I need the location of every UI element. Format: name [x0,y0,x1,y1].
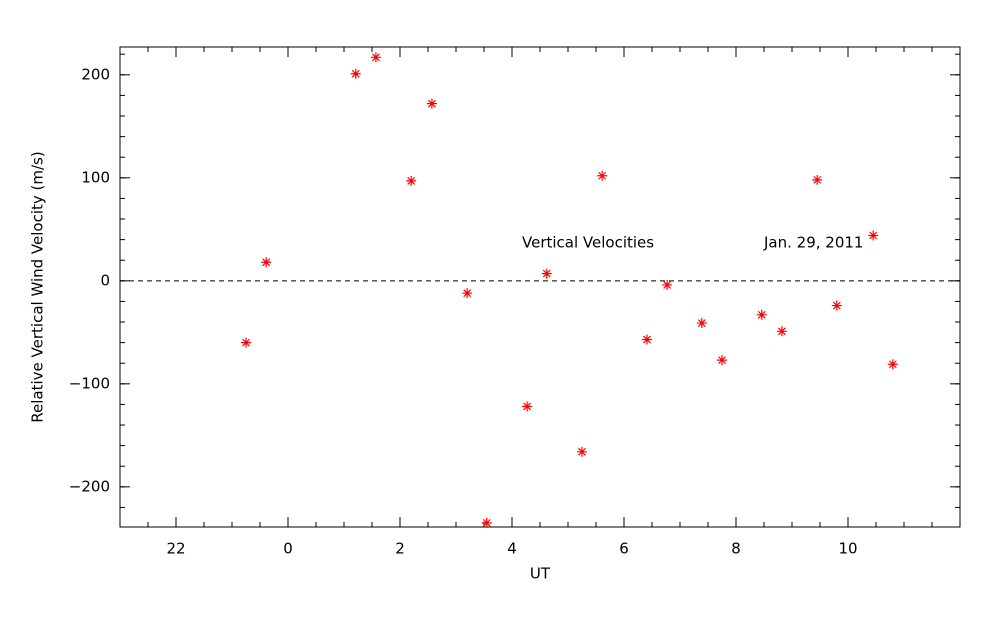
point [350,68,361,79]
y-tick-label: 0 [100,271,110,289]
annotation: Vertical Velocities [522,234,654,252]
y-tick-label: −100 [69,374,110,392]
point [577,446,587,457]
x-tick-label: 8 [731,540,741,558]
point [717,355,727,366]
point [831,300,842,311]
point [641,334,652,345]
x-tick-label: 10 [838,540,857,558]
point [370,52,381,63]
x-tick-label: 2 [395,540,405,558]
point [868,230,879,241]
annotation: Jan. 29, 2011 [763,234,863,252]
x-axis-label: UT [530,565,551,583]
point [662,279,673,290]
point [481,517,492,528]
point [541,268,552,279]
y-tick-label: −200 [69,477,110,495]
y-tick-label: 100 [81,168,110,186]
x-tick-label: 0 [283,540,293,558]
point [597,170,608,181]
point [241,337,251,348]
x-tick-label: 4 [507,540,517,558]
point [776,326,787,337]
x-tick-label: 6 [619,540,629,558]
point [462,288,473,299]
point [756,309,767,320]
point [522,401,533,412]
point [406,175,417,186]
point [812,174,823,185]
point [887,359,898,370]
y-axis-label: Relative Vertical Wind Velocity (m/s) [29,151,47,422]
point [261,257,272,268]
point [426,98,437,109]
x-tick-label: 22 [166,540,185,558]
y-tick-label: 200 [81,65,110,83]
point [696,318,707,329]
